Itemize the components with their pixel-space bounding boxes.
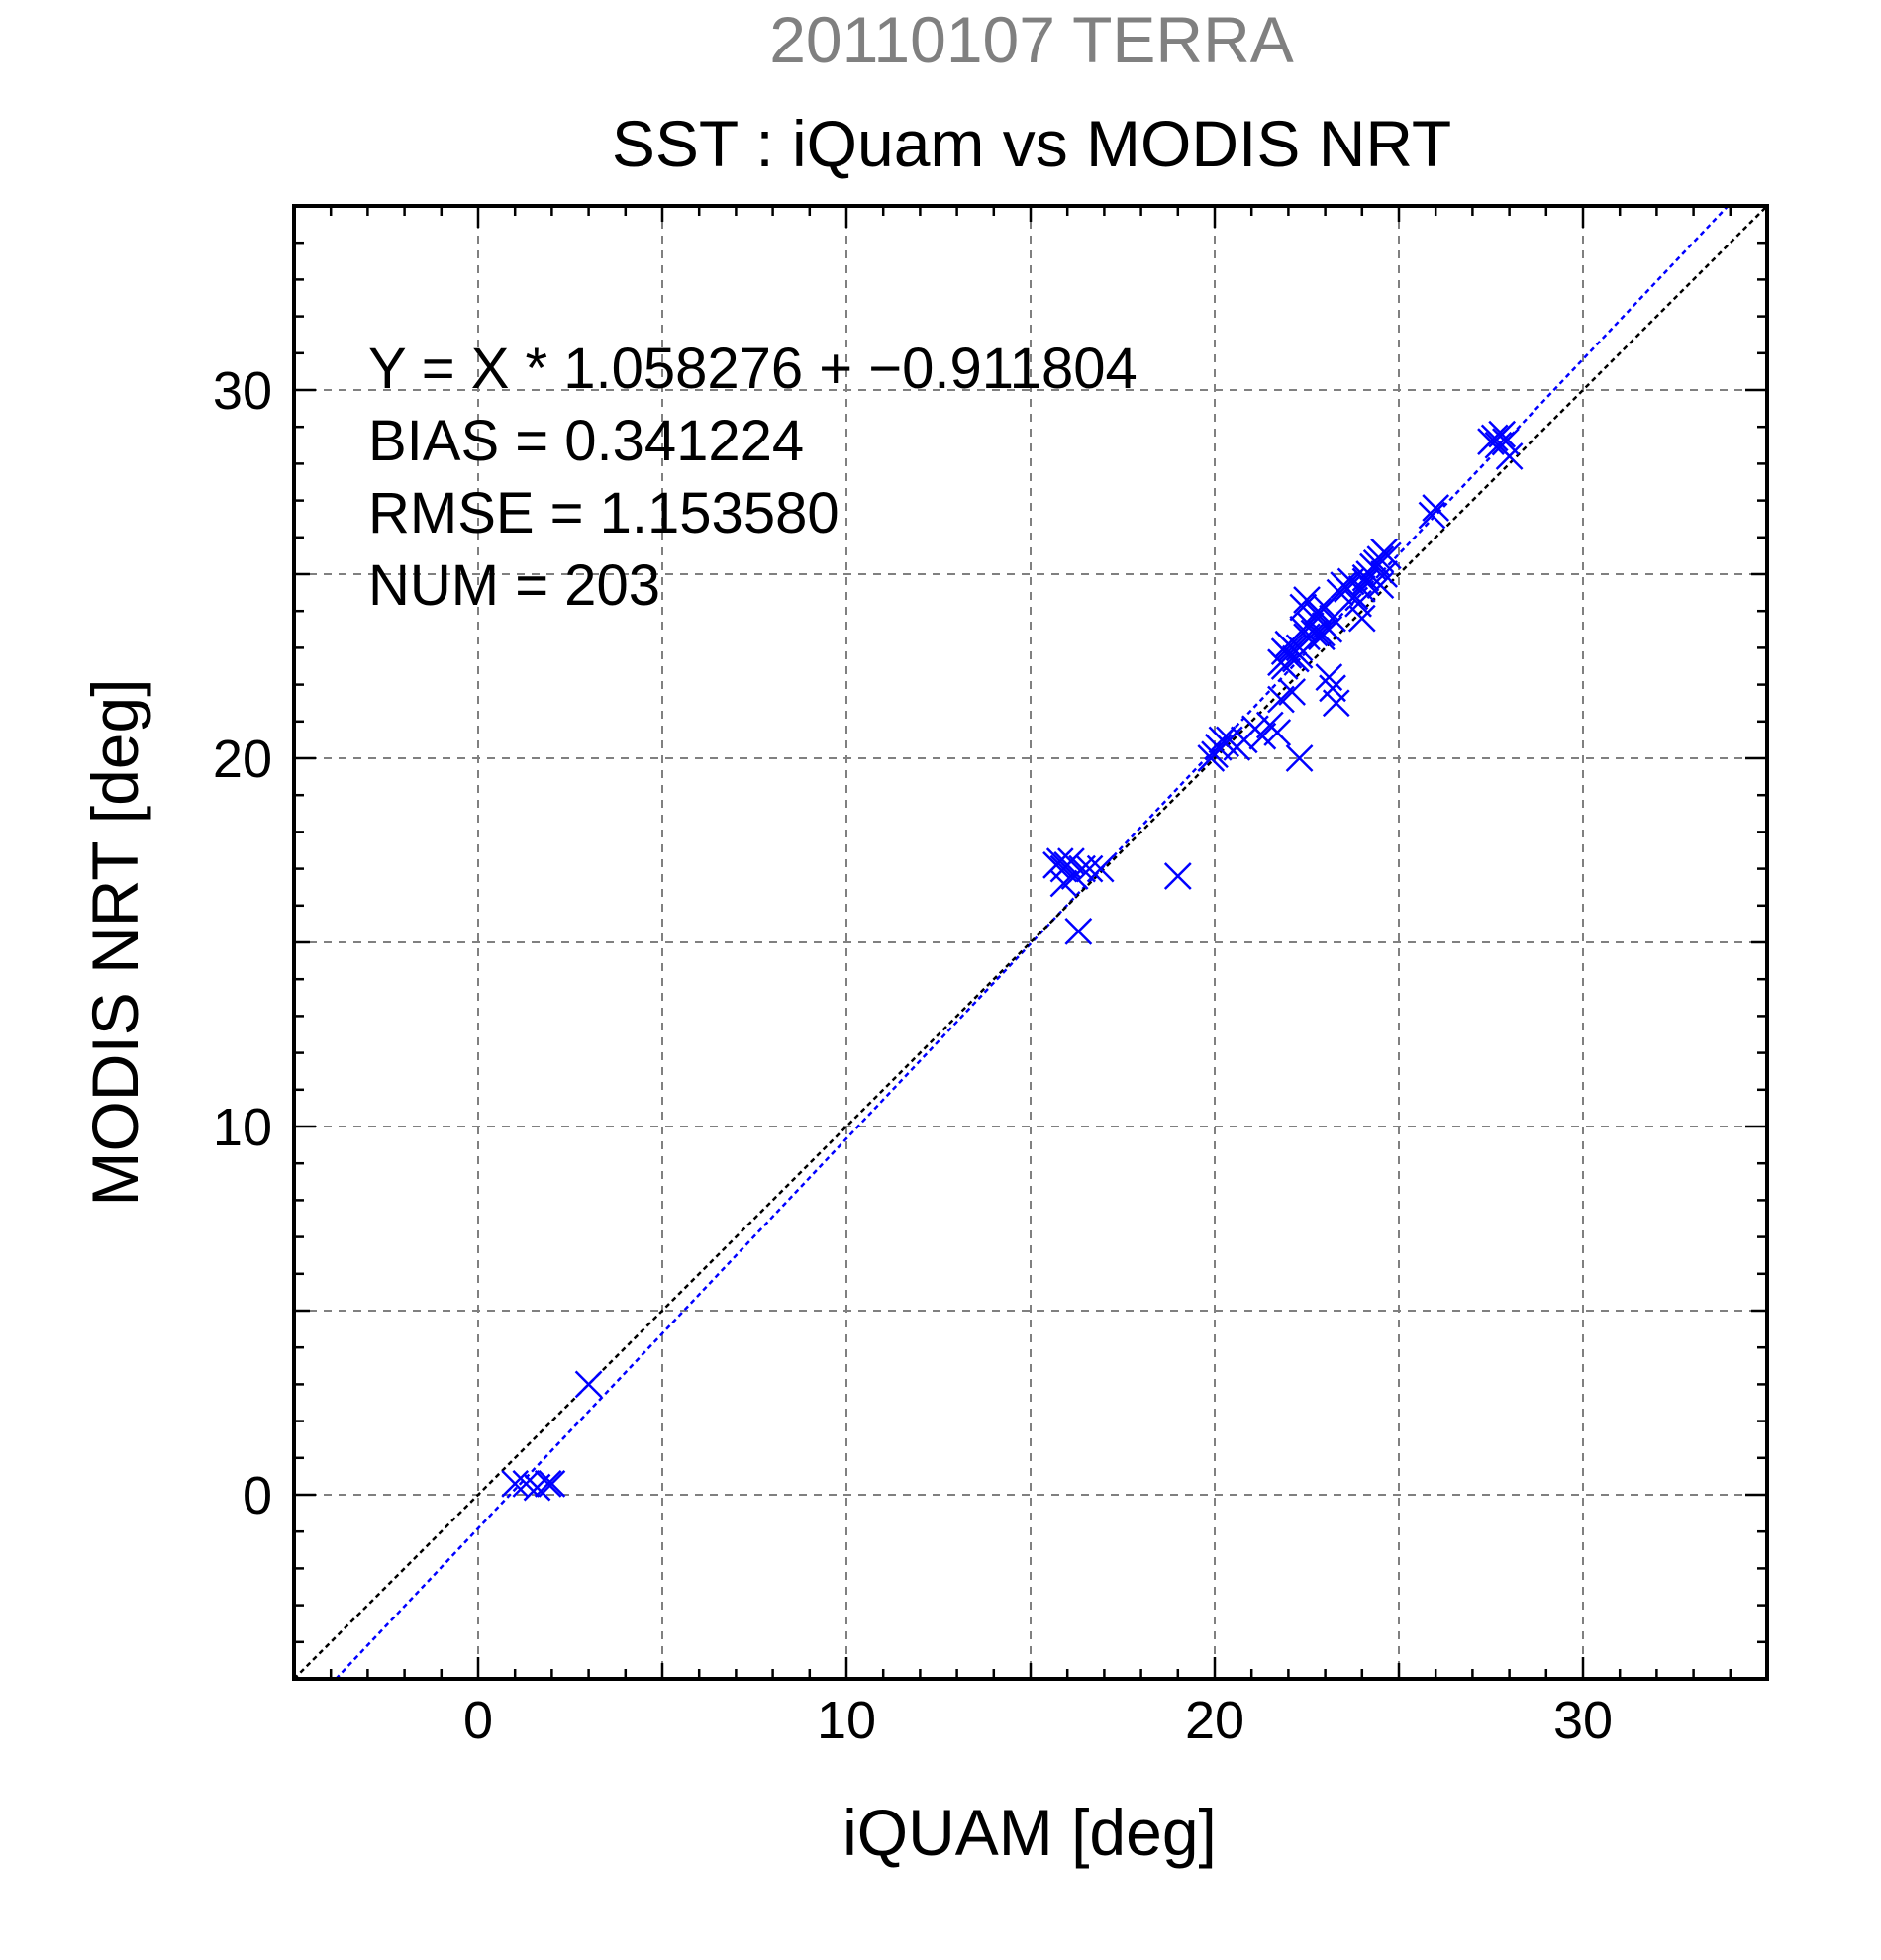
marker-stroke (1270, 652, 1299, 680)
marker-stroke (1163, 862, 1192, 890)
marker-stroke (1418, 501, 1446, 530)
marker-stroke (1057, 847, 1085, 876)
marker-stroke (1064, 917, 1093, 945)
y-tick-label: 20 (213, 730, 272, 789)
marker-stroke (1263, 719, 1292, 746)
data-point (1347, 574, 1376, 603)
data-point (1278, 678, 1307, 706)
marker-stroke (1285, 744, 1314, 772)
y-axis-label: MODIS NRT [deg] (78, 678, 151, 1206)
data-point (1347, 604, 1376, 633)
data-point (1322, 689, 1350, 718)
stats-line: NUM = 203 (368, 553, 660, 618)
data-point (1064, 917, 1093, 945)
y-tick-label: 10 (213, 1098, 272, 1157)
data-point (538, 1469, 566, 1498)
marker-stroke (1075, 854, 1104, 883)
data-point (1307, 623, 1336, 651)
marker-stroke (1322, 689, 1350, 718)
marker-stroke (1370, 560, 1399, 588)
data-point (501, 1469, 530, 1498)
marker-stroke (1319, 674, 1346, 703)
data-point (1263, 719, 1292, 746)
marker-stroke (1315, 663, 1343, 692)
data-point (1304, 597, 1333, 626)
chart-title: SST : iQuam vs MODIS NRT (612, 107, 1451, 180)
data-point (1488, 420, 1517, 448)
marker-stroke (1278, 678, 1307, 706)
tick-labels: 0 10 20 30 0 10 20 30 (213, 361, 1613, 1750)
data-point (1418, 501, 1446, 530)
marker-stroke (1045, 847, 1074, 876)
marker-stroke (1307, 623, 1336, 651)
marker-stroke (1347, 574, 1376, 603)
data-point (1274, 640, 1303, 669)
marker-stroke (1488, 420, 1517, 448)
data-point (1311, 612, 1339, 639)
data-point (1422, 494, 1450, 522)
marker-stroke (1422, 494, 1450, 522)
marker-stroke (1351, 567, 1380, 596)
stats-line: RMSE = 1.153580 (368, 481, 840, 545)
data-point (1351, 563, 1380, 592)
data-point (512, 1469, 541, 1498)
data-point (1373, 541, 1402, 570)
data-point (574, 1370, 603, 1399)
x-axis-label: iQUAM [deg] (842, 1796, 1217, 1869)
x-tick-label: 0 (463, 1691, 493, 1750)
stats-line: BIAS = 0.341224 (368, 409, 804, 473)
data-point (1495, 442, 1524, 470)
marker-stroke (501, 1469, 530, 1498)
marker-stroke (1304, 597, 1333, 626)
data-point (1480, 424, 1509, 452)
marker-stroke (574, 1370, 603, 1399)
x-tick-label: 20 (1185, 1691, 1244, 1750)
marker-stroke (1480, 424, 1509, 452)
marker-stroke (1289, 593, 1318, 622)
stats-line: Y = X * 1.058276 + −0.911804 (368, 337, 1138, 401)
marker-stroke (1373, 541, 1402, 570)
data-point (1285, 744, 1314, 772)
y-tick-label: 30 (213, 361, 272, 421)
data-point (1366, 571, 1395, 600)
marker-stroke (538, 1469, 566, 1498)
marker-stroke (1086, 854, 1115, 883)
data-point (1370, 560, 1399, 588)
marker-stroke (1278, 634, 1307, 662)
x-tick-label: 30 (1553, 1691, 1613, 1750)
data-point (1278, 634, 1307, 662)
stats-box: Y = X * 1.058276 + −0.911804 BIAS = 0.34… (368, 337, 1138, 618)
marker-stroke (1366, 571, 1395, 600)
marker-stroke (1366, 545, 1395, 574)
y-tick-label: 0 (243, 1466, 272, 1525)
x-tick-label: 10 (817, 1691, 876, 1750)
axis-ticks (292, 204, 1769, 1681)
marker-stroke (1307, 619, 1336, 647)
data-point (1163, 862, 1192, 890)
marker-stroke (1347, 604, 1376, 633)
marker-stroke (1495, 442, 1524, 470)
data-point (1075, 854, 1104, 883)
marker-stroke (1311, 612, 1339, 639)
marker-stroke (1351, 563, 1380, 592)
marker-stroke (1274, 640, 1303, 669)
chart-subtitle: 20110107 TERRA (769, 3, 1294, 76)
data-point (1307, 619, 1336, 647)
marker-stroke (1491, 428, 1520, 455)
data-point (1270, 652, 1299, 680)
marker-stroke (512, 1469, 541, 1498)
marker-stroke (534, 1469, 562, 1498)
data-point (1315, 663, 1343, 692)
data-point (1086, 854, 1115, 883)
data-points (501, 420, 1524, 1502)
data-point (534, 1469, 562, 1498)
